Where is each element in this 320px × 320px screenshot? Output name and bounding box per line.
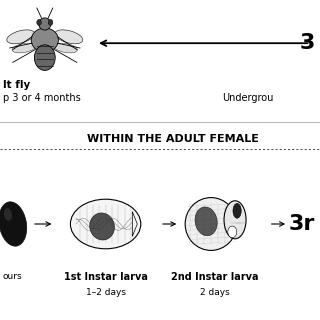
Ellipse shape (48, 20, 53, 25)
Ellipse shape (12, 43, 36, 53)
Text: 3: 3 (300, 33, 315, 53)
Text: lt fly: lt fly (3, 80, 30, 90)
Text: 1st Instar larva: 1st Instar larva (64, 272, 148, 282)
Ellipse shape (70, 199, 141, 249)
Text: Undergrou: Undergrou (222, 92, 274, 103)
Ellipse shape (233, 204, 241, 218)
Ellipse shape (37, 20, 41, 25)
Text: ours: ours (3, 272, 23, 281)
Text: 2nd Instar larva: 2nd Instar larva (171, 272, 258, 282)
Ellipse shape (224, 201, 246, 239)
Ellipse shape (185, 197, 237, 250)
Text: WITHIN THE ADULT FEMALE: WITHIN THE ADULT FEMALE (87, 134, 259, 144)
Ellipse shape (4, 208, 12, 221)
Polygon shape (132, 212, 137, 236)
Text: 3r: 3r (289, 214, 315, 234)
Ellipse shape (7, 30, 35, 44)
Text: 2 days: 2 days (200, 288, 229, 297)
Ellipse shape (0, 202, 27, 246)
Ellipse shape (195, 207, 217, 236)
Ellipse shape (35, 45, 55, 70)
Ellipse shape (54, 43, 77, 53)
Ellipse shape (90, 213, 115, 240)
Ellipse shape (55, 30, 83, 44)
Text: p 3 or 4 months: p 3 or 4 months (3, 92, 81, 103)
Text: 1–2 days: 1–2 days (86, 288, 126, 297)
Ellipse shape (39, 18, 51, 30)
Ellipse shape (31, 28, 59, 52)
Ellipse shape (228, 226, 237, 238)
